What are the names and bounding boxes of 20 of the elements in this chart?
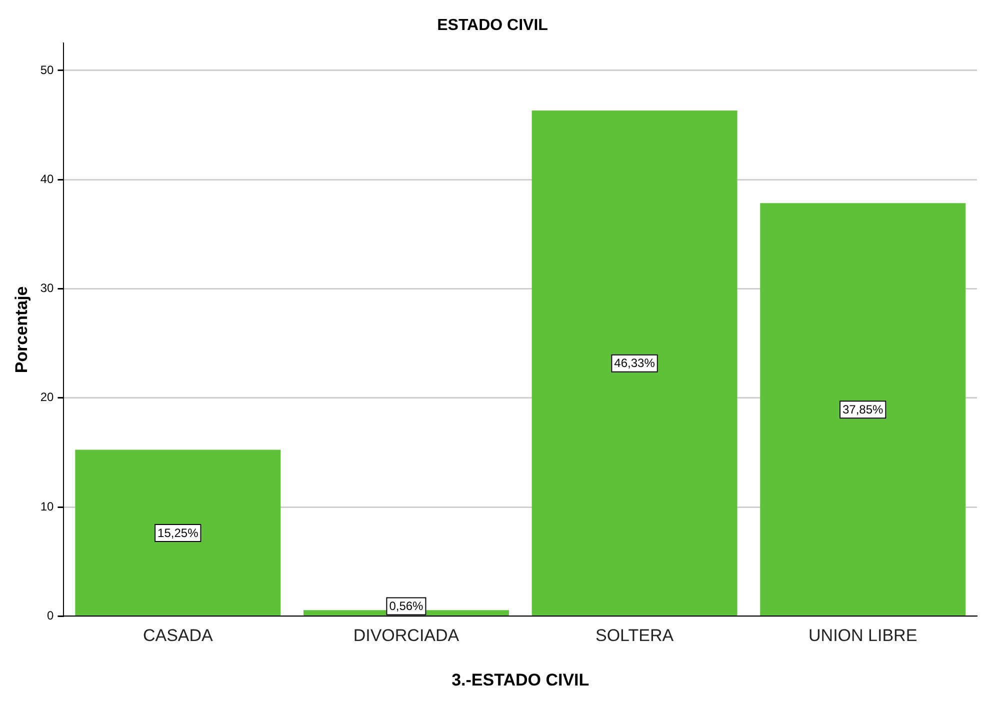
- y-tick-label: 30: [40, 281, 54, 296]
- y-tick-label: 20: [40, 390, 54, 404]
- bar: [532, 110, 738, 616]
- data-label: 46,33%: [614, 356, 656, 370]
- y-tick-label: 50: [40, 62, 54, 77]
- x-tick-label: CASADA: [142, 626, 214, 646]
- y-tick-label: 40: [40, 172, 54, 186]
- chart-title: ESTADO CIVIL: [437, 17, 548, 34]
- data-label: 0,56%: [389, 599, 424, 614]
- bar: [760, 203, 966, 616]
- data-label: 37,85%: [842, 402, 884, 416]
- bar: [75, 450, 281, 616]
- x-axis-title: 3.-ESTADO CIVIL: [452, 670, 590, 690]
- x-tick-label: DIVORCIADA: [353, 626, 460, 646]
- y-axis-title: Porcentaje: [12, 286, 31, 374]
- data-label: 15,25%: [158, 526, 199, 540]
- x-tick-label: UNION LIBRE: [808, 626, 918, 646]
- x-tick-label: SOLTERA: [595, 626, 674, 646]
- y-tick-label: 10: [40, 499, 54, 514]
- y-tick-label: 0: [47, 608, 54, 623]
